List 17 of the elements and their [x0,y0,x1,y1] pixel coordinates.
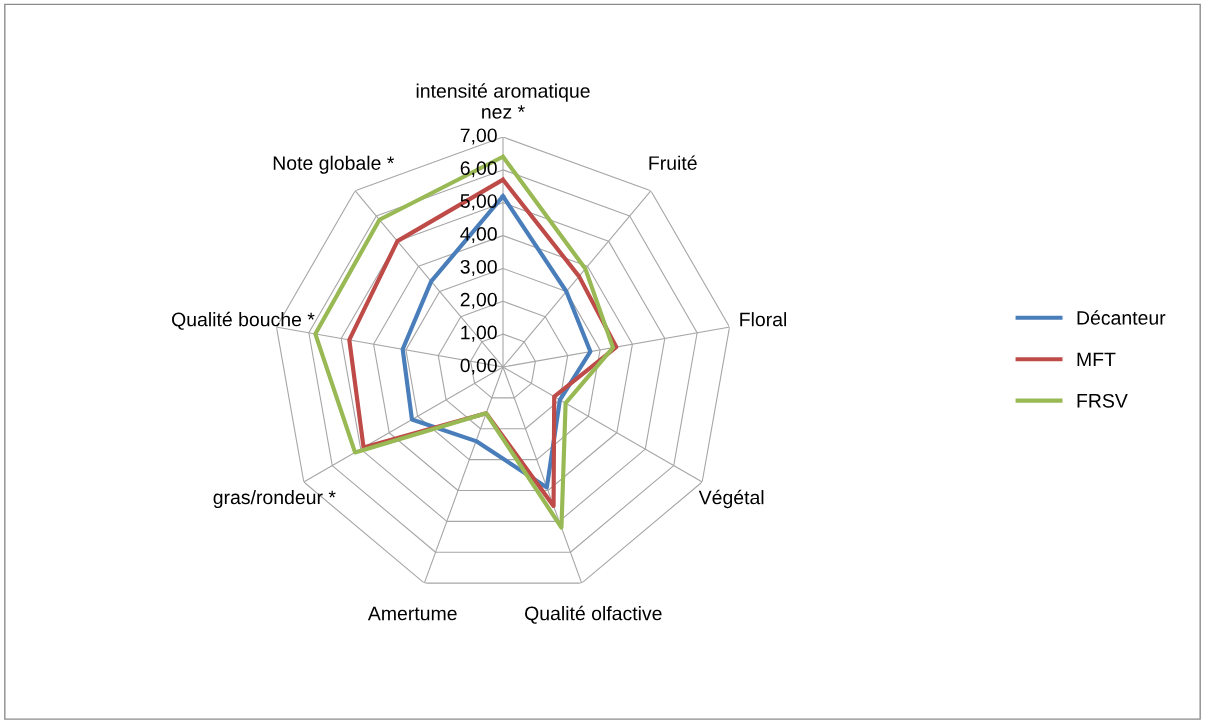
spoke-label: Qualité bouche * [172,311,315,330]
spoke-label: Note globale * [273,155,395,174]
legend-label: MFT [1077,352,1116,367]
y-tick-label: 3,00 [460,259,497,276]
y-tick-label: 2,00 [460,292,497,309]
legend-label: FRSV [1077,393,1128,408]
spoke-label: intensité aromatique nez * [416,83,590,119]
spoke-label: Végétal [698,489,764,509]
spoke-label: gras/rondeur * [213,489,336,509]
y-tick-label: 1,00 [461,325,497,342]
spoke-label: Floral [740,312,787,327]
spoke-label: Fruité [649,155,697,170]
spoke-label: Qualité olfactive [525,605,662,624]
y-tick-label: 0,00 [460,358,497,375]
legend-label: Décanteur [1077,310,1166,325]
y-tick-label: 7,00 [460,128,497,145]
spoke-label: Amertume [367,606,457,621]
